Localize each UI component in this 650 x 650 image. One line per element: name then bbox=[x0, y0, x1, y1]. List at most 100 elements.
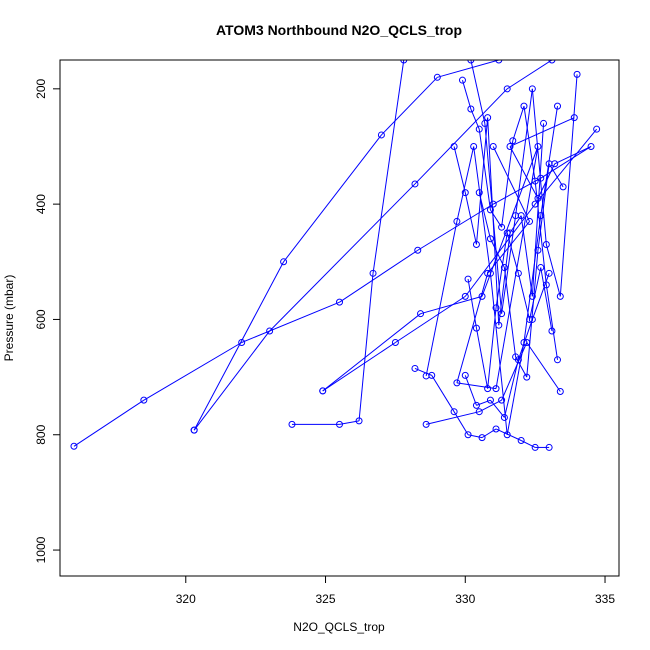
series-line-segment bbox=[506, 60, 553, 90]
data-point bbox=[478, 434, 486, 442]
series-line-segment bbox=[461, 80, 472, 110]
series-line-segment bbox=[526, 342, 561, 392]
data-point bbox=[464, 431, 472, 439]
x-tick-label: 330 bbox=[455, 592, 475, 606]
data-point bbox=[531, 443, 539, 451]
data-point bbox=[498, 223, 506, 231]
data-point bbox=[464, 275, 472, 283]
data-point bbox=[391, 339, 399, 346]
series-line-segment bbox=[526, 250, 539, 378]
series-line-segment bbox=[479, 399, 502, 413]
data-point bbox=[545, 160, 553, 168]
data-point bbox=[458, 76, 466, 84]
y-axis-label: Pressure (mbar) bbox=[2, 275, 16, 362]
x-axis-label: N2O_QCLS_trop bbox=[293, 620, 385, 634]
series-line-segment bbox=[520, 440, 536, 448]
data-point bbox=[540, 119, 548, 127]
data-point bbox=[489, 142, 497, 150]
series-line-segment bbox=[478, 192, 491, 239]
series-line-segment bbox=[529, 267, 542, 320]
series-line-segment bbox=[534, 181, 547, 285]
data-point bbox=[556, 388, 564, 396]
series-line-segment bbox=[481, 146, 539, 297]
data-point bbox=[554, 102, 562, 110]
data-point bbox=[520, 339, 528, 346]
series-line-segment bbox=[437, 60, 499, 78]
series-line-segment bbox=[489, 273, 508, 435]
series-line-segment bbox=[489, 238, 505, 268]
data-point bbox=[503, 229, 511, 237]
series-line-segment bbox=[554, 146, 592, 165]
data-point bbox=[528, 292, 536, 300]
data-point bbox=[336, 420, 343, 428]
data-point bbox=[484, 385, 492, 393]
series-layer bbox=[70, 60, 601, 451]
data-point bbox=[433, 73, 441, 81]
series-9 bbox=[422, 102, 562, 439]
data-point bbox=[514, 269, 522, 277]
series-line-segment bbox=[426, 411, 480, 425]
data-point bbox=[319, 387, 327, 395]
series-line-segment bbox=[395, 295, 466, 343]
data-point bbox=[486, 269, 494, 277]
series-line-segment bbox=[73, 399, 145, 447]
y-tick-label: 600 bbox=[34, 309, 48, 329]
chart-title: ATOM3 Northbound N2O_QCLS_trop bbox=[216, 22, 462, 38]
series-13 bbox=[464, 229, 556, 393]
data-point bbox=[369, 269, 377, 277]
series-line-segment bbox=[456, 382, 497, 390]
series-6 bbox=[411, 364, 553, 451]
series-line-segment bbox=[456, 273, 489, 383]
data-point bbox=[280, 258, 288, 266]
data-point bbox=[528, 85, 536, 93]
series-line-segment bbox=[506, 232, 519, 274]
series-line-segment bbox=[143, 342, 242, 401]
data-point bbox=[526, 315, 534, 323]
y-tick-label: 200 bbox=[34, 78, 48, 98]
series-line-segment bbox=[473, 146, 491, 274]
data-point bbox=[542, 240, 550, 248]
series-1 bbox=[190, 60, 556, 434]
data-point bbox=[461, 371, 469, 379]
data-point bbox=[70, 442, 78, 450]
data-point bbox=[475, 125, 483, 133]
series-4 bbox=[319, 125, 601, 395]
data-point bbox=[475, 408, 483, 416]
series-line-segment bbox=[475, 327, 489, 389]
data-point bbox=[517, 437, 525, 445]
data-point bbox=[450, 408, 458, 416]
series-line-segment bbox=[537, 163, 550, 251]
series-line-segment bbox=[476, 399, 491, 406]
data-point bbox=[472, 240, 480, 248]
x-tick-label: 320 bbox=[176, 592, 196, 606]
data-point bbox=[512, 353, 520, 361]
y-tick-label: 800 bbox=[34, 424, 48, 444]
series-line-segment bbox=[517, 273, 531, 320]
y-tick-label: 1000 bbox=[34, 536, 48, 563]
data-point bbox=[288, 420, 296, 428]
data-point bbox=[238, 339, 246, 346]
data-point bbox=[503, 431, 511, 439]
data-point bbox=[472, 324, 480, 332]
data-point bbox=[461, 189, 469, 197]
series-line-segment bbox=[498, 232, 511, 326]
data-point bbox=[453, 379, 461, 387]
series-line-segment bbox=[464, 192, 477, 245]
data-point bbox=[484, 114, 492, 122]
data-point bbox=[336, 298, 343, 306]
data-point bbox=[517, 212, 525, 220]
y-tick-label: 400 bbox=[34, 194, 48, 214]
data-point bbox=[559, 183, 567, 191]
data-point bbox=[498, 396, 506, 404]
series-line-segment bbox=[506, 342, 525, 435]
data-point bbox=[545, 443, 553, 451]
data-point bbox=[531, 177, 539, 185]
data-point bbox=[534, 246, 542, 254]
data-point bbox=[506, 142, 514, 150]
series-line-segment bbox=[470, 108, 480, 130]
data-point bbox=[486, 206, 494, 214]
series-line-segment bbox=[509, 117, 575, 147]
data-point bbox=[411, 364, 419, 372]
series-line-segment bbox=[193, 261, 285, 431]
series-7 bbox=[422, 339, 564, 428]
